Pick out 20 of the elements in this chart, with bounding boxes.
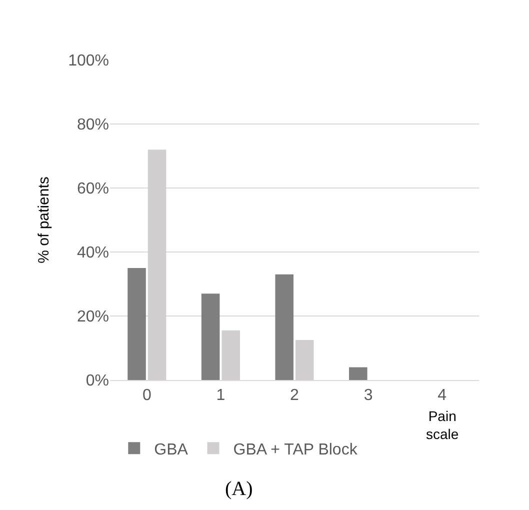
x-tick-label: 0 — [142, 387, 152, 404]
text: (A) — [225, 478, 253, 500]
x-tick-label: 1 — [216, 387, 226, 404]
y-axis-title: % of patients — [35, 176, 52, 264]
y-tick-label: 0% — [86, 372, 109, 390]
legend-label: GBA + TAP Block — [233, 441, 358, 458]
legend-label: GBA — [154, 441, 188, 458]
bar — [128, 268, 146, 380]
x-axis-title: Pain scale — [426, 408, 459, 442]
x-tick-label: 3 — [364, 387, 373, 404]
y-tick-label: 80% — [76, 116, 109, 134]
x-tick-label: 2 — [290, 387, 300, 404]
y-tick-label: 40% — [76, 244, 109, 262]
x-tick-label: 4 — [438, 387, 447, 404]
y-tick-label: 60% — [76, 180, 109, 198]
y-tick-label: 100% — [68, 52, 109, 70]
bar — [275, 274, 294, 380]
bar — [201, 294, 220, 380]
bar — [349, 367, 368, 380]
y-tick-label: 20% — [76, 308, 109, 326]
